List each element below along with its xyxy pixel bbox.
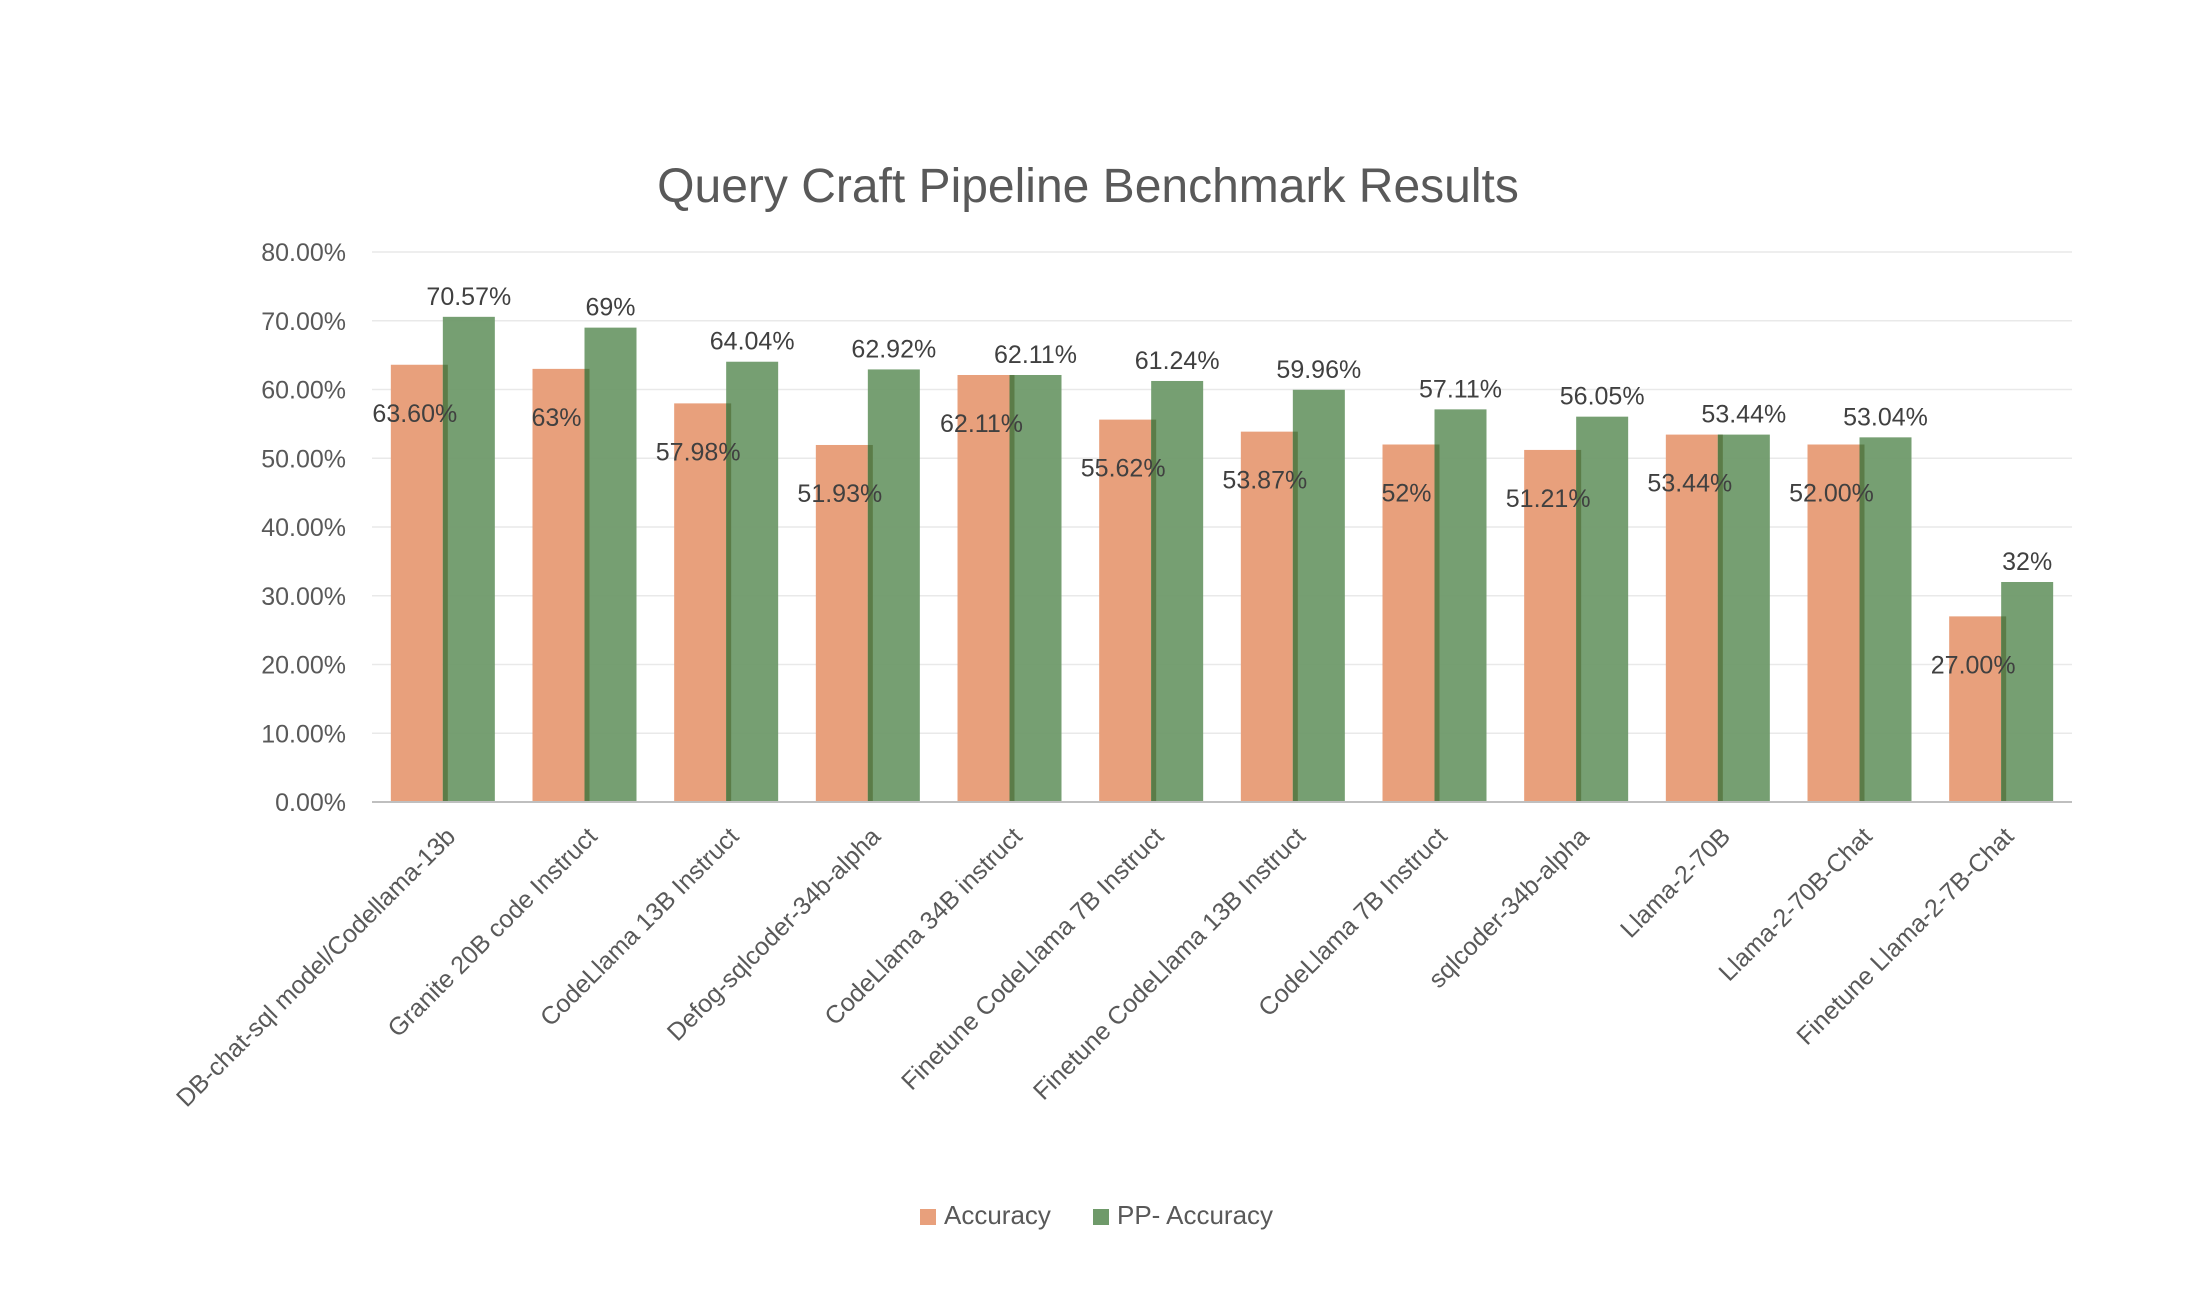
bar-accuracy — [674, 403, 727, 802]
data-label-pp-accuracy: 69% — [585, 294, 635, 322]
bar-accuracy — [1665, 434, 1718, 802]
y-tick-label: 10.00% — [261, 720, 346, 748]
bar-overlap-edge — [1151, 419, 1157, 802]
bar-accuracy — [1949, 616, 2002, 802]
bar-pp-accuracy — [584, 327, 637, 802]
bar-overlap-edge — [2001, 616, 2007, 802]
bar-pp-accuracy — [1859, 437, 1912, 802]
y-tick-label: 30.00% — [261, 583, 346, 611]
data-label-accuracy: 63% — [531, 404, 581, 432]
chart-title: Query Craft Pipeline Benchmark Results — [657, 160, 1519, 213]
y-tick-label: 50.00% — [261, 445, 346, 473]
data-label-accuracy: 52% — [1381, 480, 1431, 508]
x-tick-label: sqlcoder-34b-alpha — [1423, 822, 1594, 993]
data-label-pp-accuracy: 64.04% — [710, 328, 795, 356]
data-label-accuracy: 52.00% — [1789, 480, 1874, 508]
y-axis-tick-labels: 0.00% 10.00% 20.00% 30.00% 40.00% 50.00% 60.00… — [261, 239, 346, 817]
bar-overlap-edge — [1292, 431, 1298, 802]
bar-overlap-edge — [726, 403, 732, 802]
legend-label: Accuracy — [944, 1200, 1051, 1230]
bar-overlap-edge — [1717, 434, 1723, 802]
bar-pp-accuracy — [2001, 582, 2054, 802]
gridlines — [372, 251, 2072, 734]
data-label-pp-accuracy: 61.24% — [1135, 347, 1220, 375]
x-tick-label: DB-chat-sql model/Codellama-13b — [171, 822, 461, 1112]
bars — [390, 316, 2054, 802]
data-label-pp-accuracy: 57.11% — [1419, 375, 1502, 403]
y-tick-label: 70.00% — [261, 308, 346, 336]
bar-pp-accuracy — [867, 369, 920, 802]
legend-swatch — [1093, 1209, 1109, 1225]
data-label-accuracy: 51.21% — [1506, 485, 1591, 513]
data-label-pp-accuracy: 70.57% — [426, 283, 511, 311]
legend-swatch — [920, 1209, 936, 1225]
data-label-pp-accuracy: 32% — [2002, 548, 2052, 576]
x-tick-label: Llama-2-70B — [1615, 822, 1736, 943]
bar-accuracy — [390, 364, 443, 802]
y-tick-label: 0.00% — [275, 789, 346, 817]
data-label-accuracy: 63.60% — [372, 400, 457, 428]
bar-pp-accuracy — [1292, 389, 1345, 802]
bar-pp-accuracy — [1717, 434, 1770, 802]
data-label-pp-accuracy: 56.05% — [1560, 383, 1645, 411]
bar-accuracy — [1099, 419, 1152, 802]
x-tick-label: Finetune CodeLlama 13B Instruct — [1028, 822, 1311, 1105]
data-label-pp-accuracy: 53.44% — [1701, 401, 1786, 429]
bar-pp-accuracy — [1576, 416, 1629, 802]
bar-accuracy — [957, 374, 1010, 802]
data-label-accuracy: 53.44% — [1647, 470, 1732, 498]
data-label-accuracy: 27.00% — [1931, 651, 2016, 679]
data-label-pp-accuracy: 53.04% — [1843, 403, 1928, 431]
bar-pp-accuracy — [1009, 374, 1062, 802]
bar-pp-accuracy — [726, 361, 779, 802]
bar-pp-accuracy — [1151, 380, 1204, 802]
legend: Accuracy PP- Accuracy — [920, 1200, 1273, 1230]
y-tick-label: 80.00% — [261, 239, 346, 267]
bar-accuracy — [1524, 449, 1577, 802]
y-tick-label: 40.00% — [261, 514, 346, 542]
y-tick-label: 20.00% — [261, 652, 346, 680]
bar-overlap-edge — [1859, 444, 1865, 802]
data-label-accuracy: 53.87% — [1222, 467, 1307, 495]
bar-overlap-edge — [1009, 374, 1015, 802]
data-label-accuracy: 55.62% — [1081, 455, 1166, 483]
data-label-accuracy: 57.98% — [656, 438, 741, 466]
data-label-accuracy: 62.11% — [940, 410, 1023, 438]
bar-overlap-edge — [867, 444, 873, 802]
y-tick-label: 60.00% — [261, 377, 346, 405]
data-label-pp-accuracy: 62.92% — [851, 335, 936, 363]
bar-overlap-edge — [584, 368, 590, 802]
x-tick-label: Llama-2-70B-Chat — [1714, 822, 1878, 986]
bar-pp-accuracy — [1434, 409, 1487, 802]
bar-accuracy — [1382, 444, 1435, 802]
x-tick-label: Finetune CodeLlama 7B Instruct — [896, 822, 1169, 1095]
bar-overlap-edge — [1434, 444, 1440, 802]
bar-accuracy — [1240, 431, 1293, 802]
data-label-pp-accuracy: 59.96% — [1276, 356, 1361, 384]
data-labels: 70.57% 63.60% 69% 63% 64.04% 57.98% 62.92% 51.9… — [372, 283, 2052, 680]
data-label-pp-accuracy: 62.11% — [994, 341, 1077, 369]
bar-overlap-edge — [1576, 449, 1582, 802]
bar-accuracy — [1807, 444, 1860, 802]
bar-accuracy — [815, 444, 868, 802]
legend-label: PP- Accuracy — [1117, 1200, 1273, 1230]
bar-pp-accuracy — [442, 316, 495, 802]
bar-accuracy — [532, 368, 585, 802]
bar-overlap-edge — [442, 364, 448, 802]
data-label-accuracy: 51.93% — [797, 480, 882, 508]
